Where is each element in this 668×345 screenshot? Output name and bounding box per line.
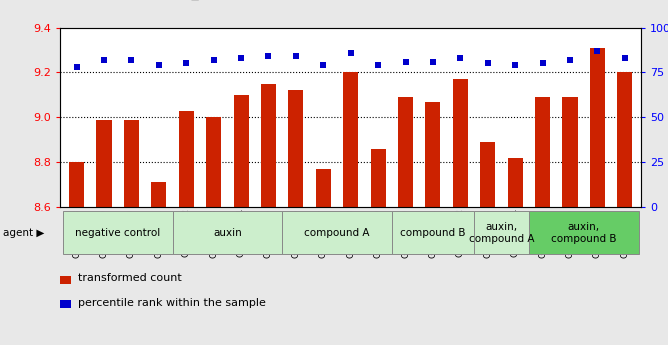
Bar [617, 72, 633, 207]
Point [126, 57, 137, 63]
Bar [282, 211, 392, 254]
Point [291, 53, 301, 59]
Point [154, 62, 164, 68]
Point [619, 55, 630, 61]
Bar [453, 79, 468, 207]
Bar [151, 182, 166, 207]
Bar [234, 95, 248, 207]
Bar [535, 97, 550, 207]
Bar [392, 211, 474, 254]
Point [373, 62, 383, 68]
Point [564, 57, 575, 63]
Text: auxin,
compound B: auxin, compound B [551, 222, 617, 244]
Text: auxin: auxin [213, 228, 242, 238]
Point [208, 57, 219, 63]
Bar [398, 97, 413, 207]
Bar [508, 158, 523, 207]
Bar [96, 119, 112, 207]
Text: agent ▶: agent ▶ [3, 228, 45, 238]
Bar [206, 117, 221, 207]
Point [592, 48, 603, 54]
Text: transformed count: transformed count [77, 273, 181, 283]
Point [537, 61, 548, 66]
Bar [474, 211, 529, 254]
Text: auxin,
compound A: auxin, compound A [469, 222, 534, 244]
Point [455, 55, 466, 61]
Bar [289, 90, 303, 207]
Bar [261, 83, 276, 207]
Text: negative control: negative control [75, 228, 160, 238]
Point [400, 59, 411, 65]
Bar [69, 162, 84, 207]
Bar [480, 142, 495, 207]
Point [263, 53, 274, 59]
Point [345, 50, 356, 56]
Point [482, 61, 493, 66]
Bar [590, 48, 605, 207]
Bar [60, 276, 71, 284]
Point [71, 64, 82, 70]
Bar [316, 169, 331, 207]
Bar [60, 300, 71, 308]
Bar [63, 211, 172, 254]
Text: percentile rank within the sample: percentile rank within the sample [77, 298, 265, 308]
Bar [124, 119, 139, 207]
Text: compound A: compound A [304, 228, 370, 238]
Point [428, 59, 438, 65]
Bar [426, 101, 440, 207]
Text: compound B: compound B [400, 228, 466, 238]
Bar [562, 97, 578, 207]
Point [181, 61, 192, 66]
Bar [178, 111, 194, 207]
Point [236, 55, 246, 61]
Bar [172, 211, 282, 254]
Point [318, 62, 329, 68]
Bar [529, 211, 639, 254]
Bar [371, 149, 385, 207]
Bar [343, 72, 358, 207]
Point [99, 57, 110, 63]
Point [510, 62, 520, 68]
